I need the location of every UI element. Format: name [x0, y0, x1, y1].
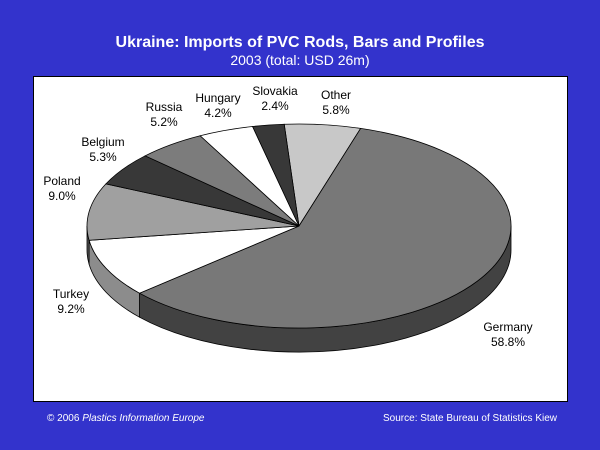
- slice-label-hungary: Hungary: [195, 91, 240, 105]
- slice-label-other: Other: [321, 88, 351, 102]
- slice-label-slovakia: Slovakia: [252, 84, 298, 98]
- slice-percent-poland: 9.0%: [48, 189, 76, 203]
- pie-slice-germany[interactable]: [138, 127, 512, 329]
- slice-label-belgium: Belgium: [81, 135, 124, 149]
- slice-label-turkey: Turkey: [53, 287, 89, 301]
- slice-label-russia: Russia: [146, 100, 183, 114]
- slice-percent-slovakia: 2.4%: [261, 99, 289, 113]
- chart-title: Ukraine: Imports of PVC Rods, Bars and P…: [115, 34, 485, 51]
- slice-label-poland: Poland: [43, 174, 80, 188]
- slice-label-germany: Germany: [483, 320, 532, 334]
- slice-percent-belgium: 5.3%: [89, 150, 117, 164]
- source-note: Source: State Bureau of Statistics Kiew: [383, 413, 557, 424]
- slice-percent-russia: 5.2%: [150, 115, 178, 129]
- pie-slice-slovakia[interactable]: [251, 123, 300, 227]
- publisher-name: Plastics Information Europe: [82, 413, 205, 424]
- pie-top: [86, 123, 512, 329]
- slice-percent-turkey: 9.2%: [57, 302, 85, 316]
- pie-slice-turkey[interactable]: [88, 225, 300, 294]
- slice-percent-germany: 58.8%: [491, 335, 525, 349]
- chart-subtitle: 2003 (total: USD 26m): [230, 52, 370, 68]
- pie-slice-poland[interactable]: [86, 183, 300, 241]
- slice-percent-other: 5.8%: [322, 103, 350, 117]
- copyright-text: © 2006: [47, 413, 80, 424]
- slice-percent-hungary: 4.2%: [204, 106, 232, 120]
- copyright-note: © 2006 Plastics Information Europe: [47, 413, 204, 424]
